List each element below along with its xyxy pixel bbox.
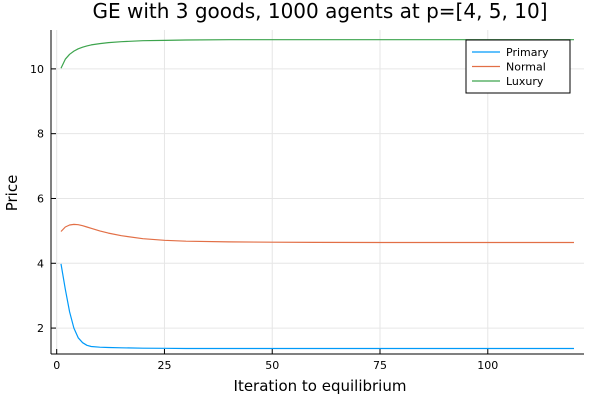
x-tick-label: 0 <box>53 359 60 372</box>
y-tick-label: 10 <box>30 63 44 76</box>
x-tick-label: 25 <box>157 359 171 372</box>
legend-label: Luxury <box>506 75 544 88</box>
x-ticks: 0 25 50 75 100 <box>53 349 498 372</box>
y-tick-label: 2 <box>37 322 44 335</box>
legend-label: Normal <box>506 61 546 74</box>
plot-lines <box>60 39 574 350</box>
chart-title: GE with 3 goods, 1000 agents at p=[4, 5,… <box>92 0 547 23</box>
x-tick-label: 50 <box>265 359 279 372</box>
legend-label: Primary <box>506 46 549 59</box>
x-tick-label: 75 <box>373 359 387 372</box>
x-tick-label: 100 <box>477 359 498 372</box>
y-tick-label: 4 <box>37 257 44 270</box>
series-line-luxury <box>60 39 574 69</box>
y-tick-label: 8 <box>37 128 44 141</box>
series-line-normal <box>60 223 574 244</box>
series-line-primary <box>60 263 574 350</box>
y-ticks: 2 4 6 8 10 <box>30 63 56 335</box>
y-tick-label: 6 <box>37 192 44 205</box>
y-axis-label: Price <box>3 175 21 212</box>
x-axis-label: Iteration to equilibrium <box>234 377 407 395</box>
